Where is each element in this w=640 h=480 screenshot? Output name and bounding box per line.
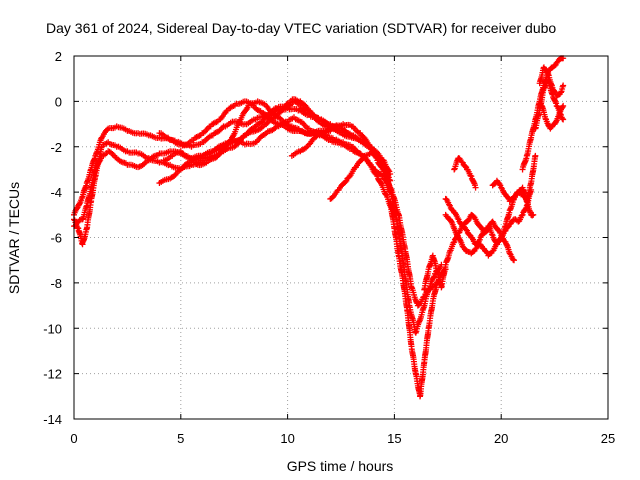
x-axis-ticks: 0 5 10 15 20 25 [70, 56, 615, 446]
data-point [257, 119, 264, 126]
chart-title: Day 361 of 2024, Sidereal Day-to-day VTE… [46, 20, 556, 36]
data-point [177, 166, 184, 173]
data-point [470, 213, 477, 220]
data-point [560, 102, 567, 109]
y-axis-label: SDTVAR / TECUs [6, 182, 22, 294]
data-point [498, 184, 505, 191]
data-point [446, 201, 453, 208]
y-tick-label: -8 [50, 276, 62, 291]
data-point [452, 210, 459, 217]
y-tick-label: 0 [55, 94, 62, 109]
data-point [261, 131, 268, 138]
data-point [506, 250, 513, 257]
data-point [478, 225, 485, 232]
series-track-18 [538, 102, 567, 132]
data-point [467, 172, 474, 179]
series-track-14 [489, 177, 537, 219]
y-tick-label: -12 [43, 367, 62, 382]
series-track-11 [442, 186, 535, 259]
data-point [472, 184, 479, 191]
x-tick-label: 15 [387, 431, 401, 446]
data-point [543, 67, 550, 74]
data-point [528, 186, 535, 193]
series-track-12 [442, 195, 518, 264]
data-point [259, 132, 266, 139]
data-point [560, 82, 567, 89]
data-point [551, 62, 558, 69]
data-point [108, 149, 115, 156]
data-point [263, 121, 270, 128]
data-point [518, 212, 525, 219]
series-track-17 [536, 64, 567, 100]
data-point [216, 127, 223, 134]
x-tick-label: 10 [280, 431, 294, 446]
y-tick-label: -10 [43, 321, 62, 336]
data-point [263, 102, 270, 109]
x-tick-label: 25 [601, 431, 615, 446]
data-point [226, 138, 233, 145]
x-tick-label: 0 [70, 431, 77, 446]
y-tick-label: -14 [43, 412, 62, 427]
data-point [359, 156, 366, 163]
y-tick-label: -2 [50, 140, 62, 155]
series-track-7 [288, 121, 441, 309]
data-point [348, 132, 355, 139]
data-point [559, 104, 566, 111]
data-point [488, 231, 495, 238]
y-axis-ticks: -14 -12 -10 -8 -6 -4 -2 0 2 [43, 49, 608, 427]
series-track-8 [327, 148, 445, 336]
data-point [511, 257, 518, 264]
data-point [529, 212, 536, 219]
data-point [483, 228, 490, 235]
data-point [211, 130, 218, 137]
series-track-5 [160, 98, 398, 218]
data-point [248, 125, 255, 132]
data-points [71, 55, 567, 400]
data-point [532, 152, 539, 159]
x-tick-label: 20 [494, 431, 508, 446]
data-point [530, 211, 537, 218]
x-axis-label: GPS time / hours [287, 458, 394, 474]
series-track-13 [451, 155, 479, 191]
data-point [342, 179, 349, 186]
y-tick-label: -6 [50, 231, 62, 246]
data-point [560, 116, 567, 123]
y-tick-label: 2 [55, 49, 62, 64]
grid-lines [74, 56, 608, 419]
data-point [361, 135, 368, 142]
data-point [462, 226, 469, 233]
data-point [183, 161, 190, 168]
y-tick-label: -4 [50, 185, 62, 200]
x-tick-label: 5 [177, 431, 184, 446]
series-track-6 [156, 98, 334, 148]
data-point [74, 224, 81, 231]
data-point [454, 215, 461, 222]
data-point [171, 173, 178, 180]
series-track-9 [387, 198, 449, 400]
